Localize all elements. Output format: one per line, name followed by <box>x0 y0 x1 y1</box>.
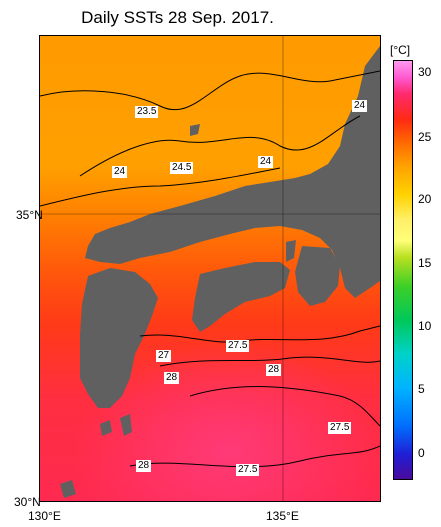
colorbar-tick: 0 <box>418 446 425 460</box>
colorbar-gradient <box>393 60 413 480</box>
contour-label: 24 <box>352 100 368 112</box>
contour-label: 23.5 <box>135 106 159 118</box>
colorbar-tick: 30 <box>418 65 432 79</box>
isotherm-28 <box>189 386 380 427</box>
contour-label: 28 <box>164 372 180 384</box>
land-yakushima <box>100 420 112 436</box>
colorbar-unit: [°C] <box>390 43 411 57</box>
colorbar-tick: 5 <box>418 382 425 396</box>
contour-label: 24 <box>112 166 128 178</box>
isotherm-24-north <box>79 115 361 177</box>
contour-label: 27.5 <box>236 464 260 476</box>
contour-label: 27.5 <box>226 340 250 352</box>
land-tanegashima <box>120 414 132 436</box>
land-awaji <box>286 240 296 262</box>
x-tick-135e: 135°E <box>266 509 299 523</box>
land-oki <box>190 124 200 136</box>
colorbar-tick: 25 <box>418 130 432 144</box>
y-tick-30n: 30°N <box>14 495 41 509</box>
land-honshu <box>85 46 380 298</box>
colorbar-tick: 20 <box>418 192 432 206</box>
colorbar-tick: 15 <box>418 256 432 270</box>
isotherm-24-5 <box>40 167 281 207</box>
land-kyushu <box>80 268 158 408</box>
sst-map: 23.5 24 24.5 24 24 27 27.5 28 28 27.5 28… <box>39 35 381 502</box>
colorbar-tick: 10 <box>418 319 432 333</box>
map-title: Daily SSTs 28 Sep. 2017. <box>81 8 274 27</box>
y-tick-35n: 35°N <box>16 208 43 222</box>
land-shikoku <box>192 262 290 332</box>
colorbar <box>393 60 413 480</box>
graticule <box>40 36 380 501</box>
contour-label: 28 <box>136 460 152 472</box>
contour-label: 24.5 <box>170 162 194 174</box>
land-amami <box>60 480 76 498</box>
isotherm-27-5 <box>159 356 380 367</box>
isotherm-27-5-south <box>129 445 380 468</box>
sst-field <box>40 36 380 501</box>
isotherm-23-5 <box>40 70 380 111</box>
land-kii <box>295 246 340 306</box>
contour-label: 28 <box>266 364 282 376</box>
contour-label: 27 <box>156 350 172 362</box>
isotherm-lines <box>40 70 380 468</box>
contour-label: 27.5 <box>328 422 352 434</box>
contour-label: 24 <box>258 156 274 168</box>
x-tick-130e: 130°E <box>28 509 61 523</box>
